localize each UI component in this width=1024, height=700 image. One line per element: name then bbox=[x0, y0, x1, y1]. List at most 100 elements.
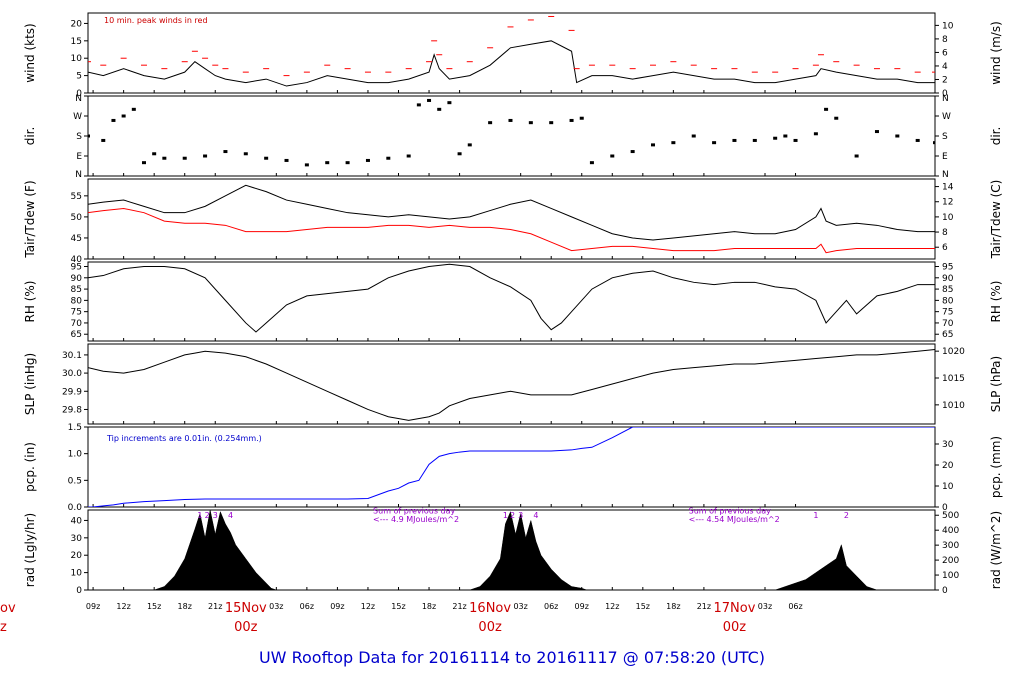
data-point bbox=[895, 134, 900, 138]
data-point bbox=[773, 136, 778, 140]
left-tick-label: 0 bbox=[76, 586, 82, 596]
right-tick-label: 4 bbox=[942, 62, 948, 72]
left-tick-label: 20 bbox=[71, 551, 83, 561]
chart-title: UW Rooftop Data for 20161114 to 20161117… bbox=[258, 648, 766, 667]
series-area-radiation bbox=[88, 510, 935, 590]
data-point bbox=[304, 163, 309, 167]
data-point bbox=[427, 98, 432, 102]
panel-frame bbox=[87, 343, 936, 425]
right-tick-label: 80 bbox=[942, 296, 954, 306]
x-tick-label: 03z bbox=[269, 602, 283, 611]
data-point bbox=[488, 121, 493, 125]
right-tick-label: 8 bbox=[942, 228, 948, 238]
right-tick-label: 10 bbox=[942, 213, 954, 223]
series-group bbox=[88, 184, 935, 254]
y-axis-label-left: RH (%) bbox=[23, 281, 37, 323]
x-tick-label: 18z bbox=[422, 602, 436, 611]
right-tick-label: 100 bbox=[942, 571, 959, 581]
right-tick-label: 30 bbox=[942, 440, 954, 450]
left-tick-label: W bbox=[73, 112, 82, 122]
x-tick-label: 06z bbox=[300, 602, 314, 611]
data-point bbox=[111, 118, 116, 122]
left-tick-label: 15 bbox=[71, 37, 82, 47]
right-tick-label: 1020 bbox=[942, 347, 965, 357]
data-point bbox=[834, 116, 839, 120]
y-axis-label-left: Tair/Tdew (F) bbox=[23, 180, 37, 258]
right-tick-label: 0 bbox=[942, 89, 948, 99]
hour-marker: 1 bbox=[503, 511, 508, 520]
data-point bbox=[732, 138, 737, 142]
y-axis-label-left: SLP (inHg) bbox=[23, 353, 37, 415]
data-point bbox=[365, 158, 370, 162]
left-tick-label: 85 bbox=[71, 285, 82, 295]
left-tick-label: 10 bbox=[71, 54, 83, 64]
y-axis-label-left: pcp. (in) bbox=[23, 442, 37, 492]
data-point bbox=[549, 121, 554, 125]
hour-marker: 2 bbox=[844, 511, 849, 520]
data-point bbox=[284, 158, 289, 162]
x-tick-label: 21z bbox=[208, 602, 222, 611]
series-line-RH bbox=[88, 263, 935, 333]
right-tick-label: 2 bbox=[942, 75, 948, 85]
x-tick-label: 18z bbox=[178, 602, 192, 611]
data-point bbox=[416, 103, 421, 107]
series-line-SLP bbox=[88, 348, 935, 421]
data-point bbox=[264, 156, 269, 160]
y-axis-label-left: wind (kts) bbox=[23, 23, 37, 82]
x-tick-label: 09z bbox=[330, 602, 344, 611]
left-tick-label: 50 bbox=[71, 213, 83, 223]
left-tick-label: 1.0 bbox=[68, 450, 83, 460]
panel-frame bbox=[87, 426, 936, 508]
left-tick-label: 95 bbox=[71, 263, 82, 273]
data-point bbox=[783, 134, 788, 138]
data-point bbox=[712, 141, 717, 145]
data-point bbox=[874, 130, 879, 134]
y-axis-label-right: SLP (hPa) bbox=[989, 356, 1003, 412]
data-point bbox=[457, 152, 462, 156]
data-point bbox=[131, 107, 136, 111]
data-point bbox=[243, 152, 248, 156]
series-line-Tdew bbox=[88, 207, 935, 254]
y-axis-label-right: Tair/Tdew (C) bbox=[989, 180, 1003, 260]
left-tick-label: 65 bbox=[71, 330, 82, 340]
left-tick-label: 55 bbox=[71, 192, 82, 202]
radiation-annotation: Sum of previous day bbox=[373, 506, 455, 515]
right-tick-label: 6 bbox=[942, 48, 948, 58]
right-tick-label: S bbox=[942, 132, 948, 142]
panel-wind: 0 5 10 15 20 0 2 4 6 8 10 wind (kts) wind (m/s) 10 mi… bbox=[23, 12, 1003, 99]
day-label: 15Nov bbox=[225, 601, 267, 616]
data-point bbox=[162, 156, 167, 160]
right-tick-label: 75 bbox=[942, 308, 953, 318]
x-tick-label: 03z bbox=[758, 602, 772, 611]
day-label: 17Nov bbox=[713, 601, 755, 616]
x-tick-label: 09z bbox=[575, 602, 589, 611]
data-point bbox=[824, 107, 829, 111]
left-tick-label: 29.9 bbox=[62, 387, 82, 397]
data-point bbox=[437, 107, 442, 111]
data-point bbox=[223, 150, 228, 154]
hour-marker: 2 bbox=[510, 511, 515, 520]
data-point bbox=[933, 141, 935, 145]
data-point bbox=[579, 116, 584, 120]
left-tick-label: 30 bbox=[71, 534, 83, 544]
hour-marker: 1 bbox=[813, 511, 818, 520]
x-tick-label: 21z bbox=[452, 602, 466, 611]
left-tick-label: 10 bbox=[71, 569, 83, 579]
x-tick-label: 12z bbox=[605, 602, 619, 611]
right-tick-label: 0 bbox=[942, 503, 948, 513]
data-point bbox=[101, 138, 106, 142]
x-tick-label: 21z bbox=[697, 602, 711, 611]
series-line-Tair bbox=[88, 184, 935, 241]
series-group bbox=[88, 15, 935, 87]
left-tick-label: 70 bbox=[71, 319, 83, 329]
x-tick-label: 06z bbox=[544, 602, 558, 611]
radiation-annotation: Sum of previous day bbox=[689, 506, 771, 515]
left-tick-label: S bbox=[76, 132, 82, 142]
data-point bbox=[610, 154, 615, 158]
series-line-wind bbox=[88, 40, 935, 87]
day-label: 16Nov bbox=[469, 601, 511, 616]
right-tick-label: 500 bbox=[942, 511, 959, 521]
data-point bbox=[630, 150, 635, 154]
